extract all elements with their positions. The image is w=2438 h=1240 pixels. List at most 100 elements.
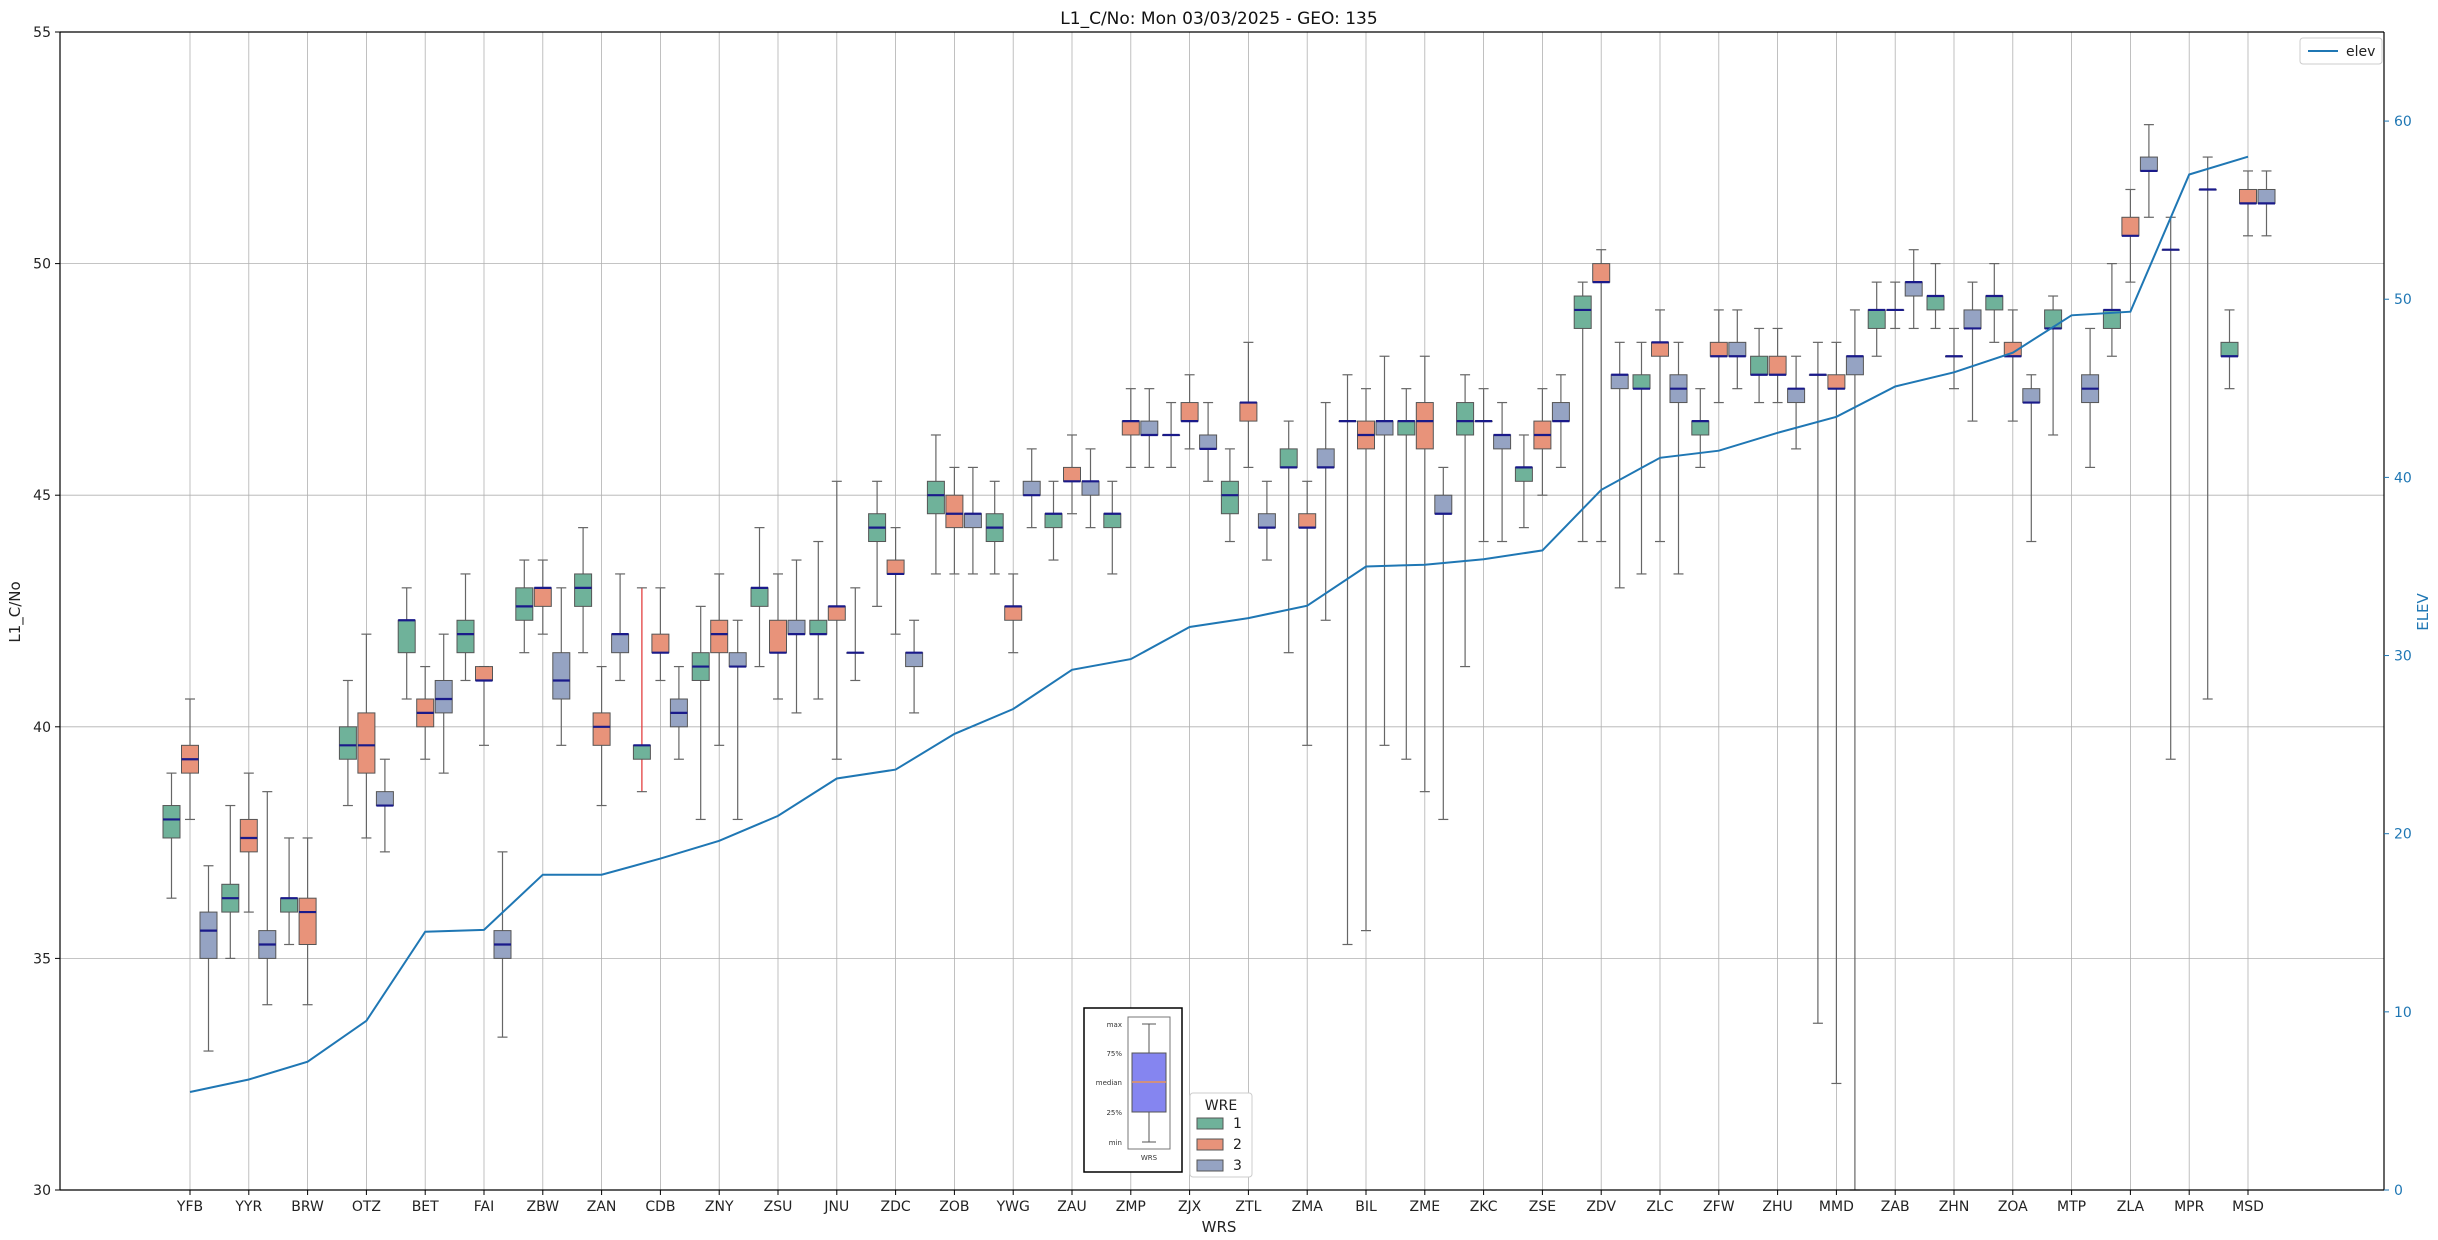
x-tick-label-mmd: MMD: [1819, 1199, 1854, 1215]
elev-line-group: [189, 155, 2249, 1093]
box-body: [945, 494, 964, 529]
x-tick-label-zab: ZAB: [1881, 1199, 1910, 1215]
wre-legend: WRE 1 2 3: [1189, 1092, 1253, 1178]
y2-tick-label-50: 50: [2394, 292, 2412, 308]
box-body: [728, 652, 747, 668]
box-zan-wre3: [611, 573, 630, 682]
box-body: [1514, 466, 1533, 482]
box-fai-wre3: [493, 851, 512, 1038]
box-cdb-wre1: [632, 587, 651, 793]
box-body: [533, 587, 552, 607]
box-zab-wre3: [1904, 249, 1923, 330]
box-zoa-wre2: [2003, 309, 2022, 422]
box-zau-wre2: [1063, 434, 1081, 515]
box-key-xlabel: WRS: [1141, 1154, 1158, 1162]
box-body: [2044, 309, 2063, 329]
box-body: [1081, 480, 1100, 496]
box-ywg-wre2: [1004, 573, 1023, 654]
box-zma-wre1: [1279, 420, 1298, 654]
box-zlc-wre1: [1632, 341, 1651, 575]
wre-legend-frame: [1189, 1092, 1253, 1178]
box-zhn-wre1: [1926, 263, 1945, 330]
y-tick-label-55: 55: [33, 25, 51, 41]
box-body: [886, 559, 905, 575]
box-zsu-wre3: [787, 559, 806, 714]
box-cdb-wre2: [651, 587, 670, 682]
box-zsu-wre2: [769, 573, 787, 700]
box-zla-wre2: [2121, 188, 2140, 283]
box-body: [1415, 402, 1434, 450]
x-tick-label-msd: MSD: [2232, 1199, 2264, 1215]
y-tick-label-30: 30: [33, 1183, 51, 1199]
box-body: [2139, 156, 2158, 172]
box-zfw-wre2: [1709, 309, 1728, 404]
box-body: [1592, 263, 1611, 283]
box-body: [1709, 341, 1728, 357]
box-ywg-wre1: [985, 480, 1004, 575]
x-tick-label-zla: ZLA: [2117, 1199, 2145, 1215]
wre-legend-title: WRE: [1205, 1098, 1237, 1114]
box-cdb-wre3: [669, 665, 688, 760]
box-zme-wre3: [1434, 466, 1453, 821]
box-bet-wre1: [397, 587, 416, 700]
x-tick-label-yfb: YFB: [176, 1199, 203, 1215]
box-bil-wre3: [1375, 355, 1394, 746]
elev-legend-frame: [2299, 37, 2383, 65]
y2-ticks: 0 10 20 30 40 50 60: [2384, 114, 2412, 1199]
box-body: [809, 619, 828, 635]
box-zdv-wre1: [1573, 281, 1592, 543]
box-body: [2239, 188, 2257, 204]
y2-tick-label-60: 60: [2394, 114, 2412, 130]
y-tick-label-50: 50: [33, 257, 51, 273]
x-tick-label-zse: ZSE: [1529, 1199, 1556, 1215]
x-tick-label-zjx: ZJX: [1178, 1199, 1202, 1215]
box-jnu-wre1: [809, 540, 828, 700]
box-brw-wre1: [280, 837, 299, 946]
box-otz-wre2: [357, 633, 376, 839]
box-zbw-wre1: [515, 559, 534, 654]
x-tick-label-ztl: ZTL: [1235, 1199, 1261, 1215]
box-zma-wre2: [1298, 480, 1317, 746]
y2-tick-label-10: 10: [2394, 1005, 2412, 1021]
box-body: [1140, 420, 1159, 436]
box-body: [1867, 309, 1886, 329]
box-plots: [162, 124, 2276, 1191]
box-body: [1375, 420, 1394, 436]
x-tick-label-yyr: YYR: [234, 1199, 262, 1215]
box-ztl-wre2: [1239, 341, 1258, 469]
box-zhu-wre3: [1787, 355, 1806, 450]
box-yfb-wre3: [199, 865, 218, 1052]
box-body: [710, 619, 729, 654]
x-tick-label-mtp: MTP: [2057, 1199, 2086, 1215]
chart-title: L1_C/No: Mon 03/03/2025 - GEO: 135: [1060, 9, 1377, 29]
box-mpr-wre3: [2198, 156, 2217, 700]
wre-legend-label-1: 1: [1233, 1116, 1242, 1132]
box-zoa-wre3: [2022, 374, 2041, 543]
x-tick-label-zbw: ZBW: [527, 1199, 560, 1215]
y2-tick-label-0: 0: [2394, 1183, 2403, 1199]
box-body: [1397, 420, 1416, 436]
box-jnu-wre2: [827, 480, 846, 760]
x-tick-label-jnu: JNU: [823, 1199, 849, 1215]
box-zma-wre3: [1316, 401, 1335, 621]
box-zfw-wre3: [1728, 309, 1747, 390]
box-body: [926, 480, 945, 515]
box-key-label-min: min: [1109, 1139, 1122, 1147]
box-zfw-wre1: [1691, 388, 1710, 469]
box-key: max 75% median 25% min WRS: [1083, 1007, 1183, 1173]
wre-legend-swatch-2: [1196, 1138, 1224, 1151]
box-jnu-wre3: [846, 587, 865, 682]
x-tick-label-zlc: ZLC: [1646, 1199, 1673, 1215]
box-msd-wre2: [2239, 170, 2257, 237]
box-body: [592, 712, 611, 746]
box-mmd-wre2: [1827, 341, 1846, 1085]
box-otz-wre1: [338, 679, 357, 807]
box-zhu-wre2: [1768, 327, 1787, 404]
x-ticks: YFB YYR BRW OTZ BET FAI ZBW ZAN CDB ZNY ZSU JNU ZDC Z…: [176, 1190, 2264, 1215]
box-yyr-wre1: [221, 804, 240, 960]
box-zme-wre1: [1397, 388, 1416, 760]
y2-axis-title: ELEV: [2414, 592, 2432, 630]
box-body: [1632, 374, 1651, 390]
box-body: [1180, 402, 1199, 422]
